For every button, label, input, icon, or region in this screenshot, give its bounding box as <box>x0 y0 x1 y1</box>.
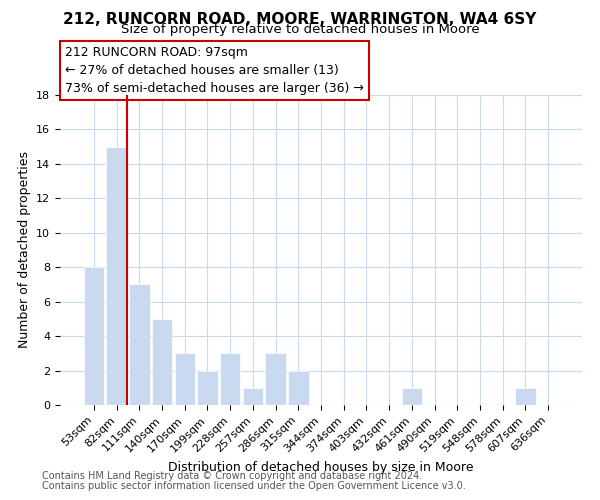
Text: Contains HM Land Registry data © Crown copyright and database right 2024.: Contains HM Land Registry data © Crown c… <box>42 471 422 481</box>
Bar <box>197 370 218 405</box>
Bar <box>401 388 422 405</box>
Text: Size of property relative to detached houses in Moore: Size of property relative to detached ho… <box>121 24 479 36</box>
X-axis label: Distribution of detached houses by size in Moore: Distribution of detached houses by size … <box>168 460 474 473</box>
Text: 212 RUNCORN ROAD: 97sqm
← 27% of detached houses are smaller (13)
73% of semi-de: 212 RUNCORN ROAD: 97sqm ← 27% of detache… <box>65 46 364 95</box>
Bar <box>129 284 149 405</box>
Bar <box>220 354 241 405</box>
Bar <box>106 146 127 405</box>
Text: 212, RUNCORN ROAD, MOORE, WARRINGTON, WA4 6SY: 212, RUNCORN ROAD, MOORE, WARRINGTON, WA… <box>64 12 536 28</box>
Bar <box>152 319 172 405</box>
Bar <box>84 267 104 405</box>
Text: Contains public sector information licensed under the Open Government Licence v3: Contains public sector information licen… <box>42 481 466 491</box>
Bar <box>288 370 308 405</box>
Bar <box>242 388 263 405</box>
Bar <box>175 354 195 405</box>
Bar <box>515 388 536 405</box>
Y-axis label: Number of detached properties: Number of detached properties <box>17 152 31 348</box>
Bar <box>265 354 286 405</box>
